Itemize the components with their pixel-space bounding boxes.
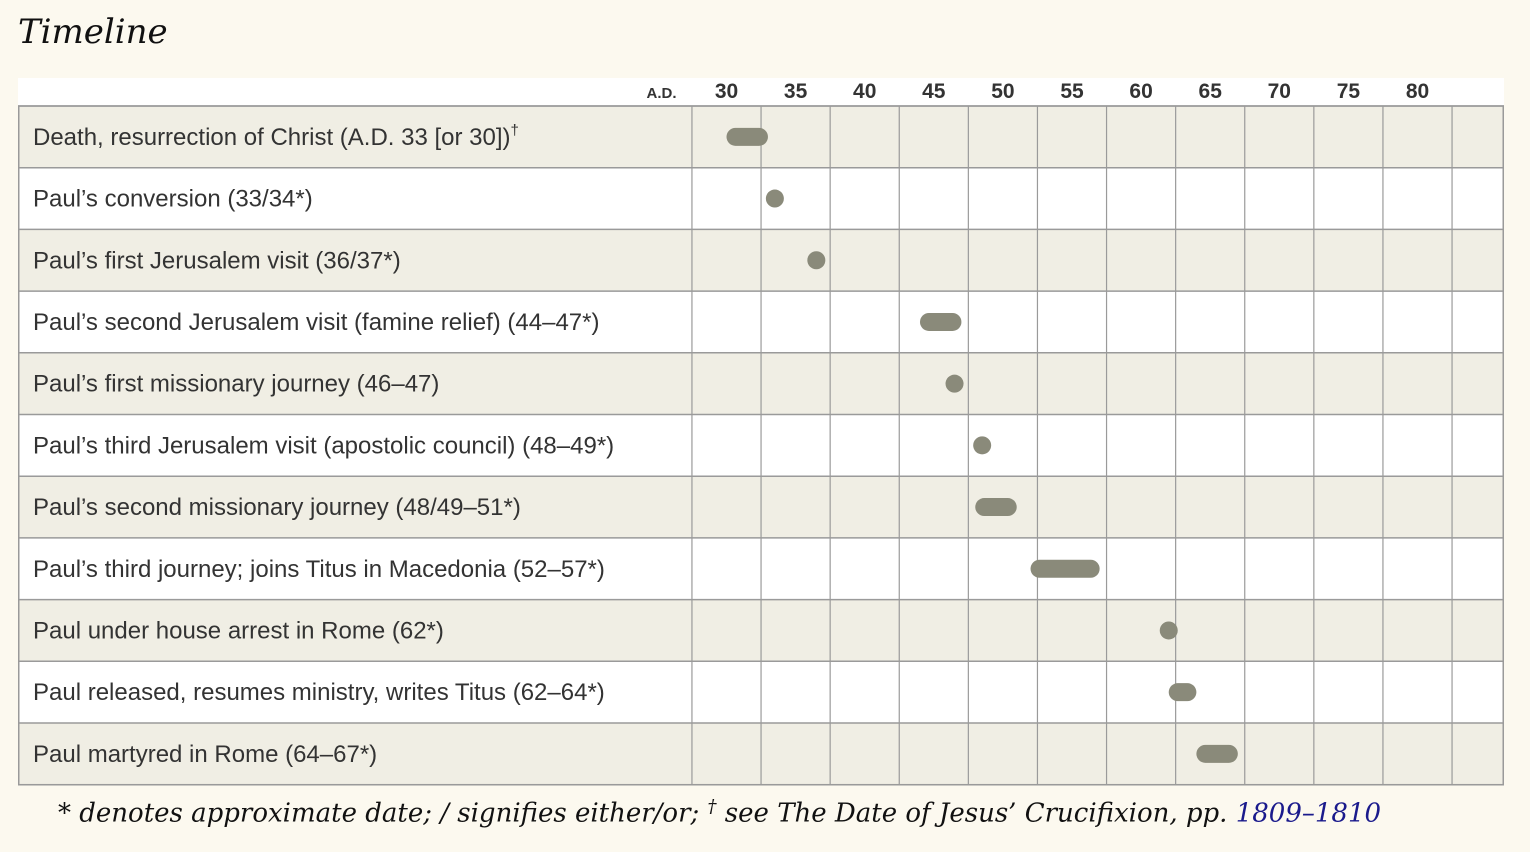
timeline-svg: A.D. 30 35 40 45 50 55 60 65 70 75 80 Death, resurre… xyxy=(18,78,1504,786)
footnote-text-start: * denotes approximate date; / signifies … xyxy=(58,798,708,829)
axis-tick-label: 45 xyxy=(922,80,946,103)
axis-header-bg xyxy=(18,78,1504,106)
event-label: Paul’s third journey; joins Titus in Mac… xyxy=(33,556,605,583)
page-title: Timeline xyxy=(18,12,168,52)
axis-tick-label: 65 xyxy=(1199,80,1223,103)
dagger-mark: † xyxy=(511,122,519,139)
footnote-dagger: † xyxy=(707,796,717,817)
event-bar xyxy=(807,251,826,270)
event-bar xyxy=(765,189,784,208)
axis-tick-label: 55 xyxy=(1060,80,1084,103)
event-label: Paul martyred in Rome (64–67*) xyxy=(33,741,377,768)
event-bar xyxy=(1168,683,1197,702)
event-label: Paul’s second missionary journey (48/49–… xyxy=(33,494,521,521)
page-reference-link[interactable]: 1809–1810 xyxy=(1235,798,1382,829)
axis-tick-label: 80 xyxy=(1406,80,1429,103)
event-label: Death, resurrection of Christ (A.D. 33 [… xyxy=(33,122,519,151)
axis-prefix-label: A.D. xyxy=(647,85,677,102)
table-border xyxy=(18,105,1504,786)
event-bar xyxy=(945,374,964,393)
axis-tick-label: 30 xyxy=(715,80,738,103)
event-label: Paul released, resumes ministry, writes … xyxy=(33,679,605,706)
axis-tick-label: 40 xyxy=(853,80,876,103)
axis-tick-label: 35 xyxy=(784,80,808,103)
footnote: * denotes approximate date; / signifies … xyxy=(58,796,1381,829)
event-bar xyxy=(919,312,962,331)
event-label: Paul under house arrest in Rome (62*) xyxy=(33,617,444,644)
timeline-chart: A.D. 30 35 40 45 50 55 60 65 70 75 80 Death, resurre… xyxy=(18,78,1508,793)
event-label: Paul’s second Jerusalem visit (famine re… xyxy=(33,309,599,336)
event-label: Paul’s conversion (33/34*) xyxy=(33,186,313,213)
axis-tick-label: 70 xyxy=(1268,80,1291,103)
event-label: Paul’s third Jerusalem visit (apostolic … xyxy=(33,432,614,459)
event-bar xyxy=(1159,621,1178,640)
event-label: Paul’s first missionary journey (46–47) xyxy=(33,371,439,398)
event-bar xyxy=(726,127,768,146)
axis-tick-label: 75 xyxy=(1337,80,1361,103)
event-bar xyxy=(1196,744,1238,763)
footnote-text-mid: see The Date of Jesus’ Crucifixion, pp. xyxy=(716,798,1236,829)
axis-tick-label: 60 xyxy=(1129,80,1152,103)
axis-tick-label: 50 xyxy=(991,80,1014,103)
event-label: Paul’s first Jerusalem visit (36/37*) xyxy=(33,247,401,274)
event-bar xyxy=(1030,559,1100,578)
event-bar xyxy=(975,498,1017,517)
event-bar xyxy=(973,436,992,455)
